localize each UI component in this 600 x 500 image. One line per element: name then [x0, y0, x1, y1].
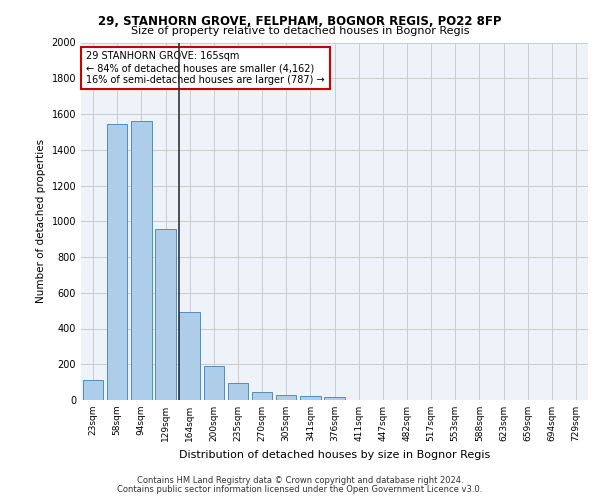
Text: 29 STANHORN GROVE: 165sqm
← 84% of detached houses are smaller (4,162)
16% of se: 29 STANHORN GROVE: 165sqm ← 84% of detac…: [86, 52, 325, 84]
Bar: [83, 380, 103, 400]
Bar: [252, 392, 272, 400]
Text: Contains public sector information licensed under the Open Government Licence v3: Contains public sector information licen…: [118, 485, 482, 494]
Bar: [131, 121, 152, 400]
Bar: [203, 366, 224, 400]
Bar: [276, 394, 296, 400]
Bar: [300, 396, 320, 400]
Bar: [324, 398, 345, 400]
Text: 29, STANHORN GROVE, FELPHAM, BOGNOR REGIS, PO22 8FP: 29, STANHORN GROVE, FELPHAM, BOGNOR REGI…: [98, 15, 502, 28]
Text: Contains HM Land Registry data © Crown copyright and database right 2024.: Contains HM Land Registry data © Crown c…: [137, 476, 463, 485]
Y-axis label: Number of detached properties: Number of detached properties: [36, 139, 46, 304]
Bar: [155, 230, 176, 400]
X-axis label: Distribution of detached houses by size in Bognor Regis: Distribution of detached houses by size …: [179, 450, 490, 460]
Bar: [179, 312, 200, 400]
Bar: [107, 124, 127, 400]
Bar: [227, 383, 248, 400]
Text: Size of property relative to detached houses in Bognor Regis: Size of property relative to detached ho…: [131, 26, 469, 36]
